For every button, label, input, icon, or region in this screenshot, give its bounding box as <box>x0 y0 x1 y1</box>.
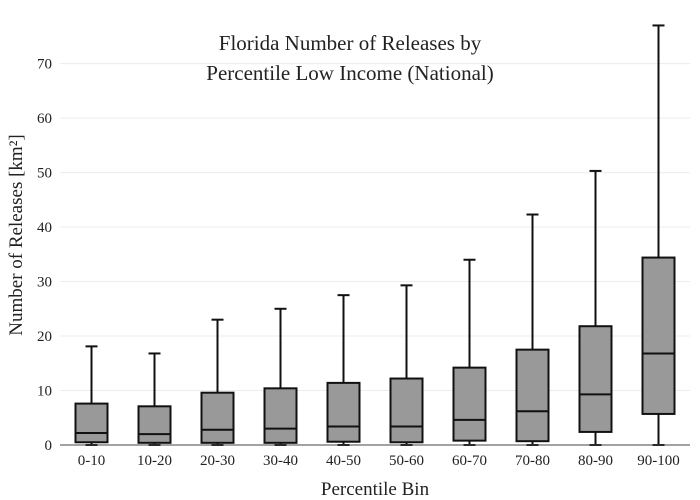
box-50-60 <box>389 284 424 446</box>
box-iqr <box>74 402 109 444</box>
box-iqr <box>578 325 613 433</box>
box-40-50 <box>326 294 361 446</box>
grid-lines <box>60 63 690 392</box>
box-iqr <box>200 391 235 444</box>
box-20-30 <box>200 318 235 446</box>
box-60-70 <box>452 258 487 446</box>
x-tick-label: 0-10 <box>78 453 106 469</box>
y-axis-title: Number of Releases [km²] <box>6 134 27 335</box>
x-tick-label: 90-100 <box>637 453 680 469</box>
chart-title-line-1: Florida Number of Releases by <box>219 31 482 55</box>
x-tick-label: 40-50 <box>326 453 361 469</box>
y-tick-label: 0 <box>45 438 53 454</box>
box-0-10 <box>74 345 109 446</box>
box-80-90 <box>578 169 613 446</box>
y-tick-label: 10 <box>37 384 52 400</box>
box-series <box>74 24 676 446</box>
chart-title-line-2: Percentile Low Income (National) <box>206 61 493 85</box>
box-90-100 <box>641 24 676 446</box>
x-axis-title: Percentile Bin <box>321 479 430 500</box>
box-iqr <box>452 366 487 442</box>
y-tick-label: 60 <box>37 111 52 127</box>
y-tick-label: 50 <box>37 166 52 182</box>
x-tick-label: 10-20 <box>137 453 172 469</box>
box-iqr <box>389 377 424 444</box>
box-70-80 <box>515 213 550 446</box>
box-iqr <box>326 381 361 443</box>
box-iqr <box>263 387 298 444</box>
box-iqr <box>515 348 550 443</box>
x-tick-label: 60-70 <box>452 453 487 469</box>
x-tick-label: 30-40 <box>263 453 298 469</box>
box-iqr <box>641 256 676 415</box>
x-tick-label: 20-30 <box>200 453 235 469</box>
y-tick-label: 30 <box>37 275 52 291</box>
axes: 0 10 20 30 40 50 60 70 0-10 10-20 20-30 30-40 40-50 5… <box>37 57 690 469</box>
box-30-40 <box>263 307 298 446</box>
y-tick-label: 20 <box>37 329 52 345</box>
y-tick-label: 70 <box>37 57 52 73</box>
y-tick-label: 40 <box>37 220 52 236</box>
x-tick-label: 50-60 <box>389 453 424 469</box>
x-tick-label: 70-80 <box>515 453 550 469</box>
box-iqr <box>137 405 172 444</box>
box-10-20 <box>137 352 172 446</box>
x-tick-label: 80-90 <box>578 453 613 469</box>
